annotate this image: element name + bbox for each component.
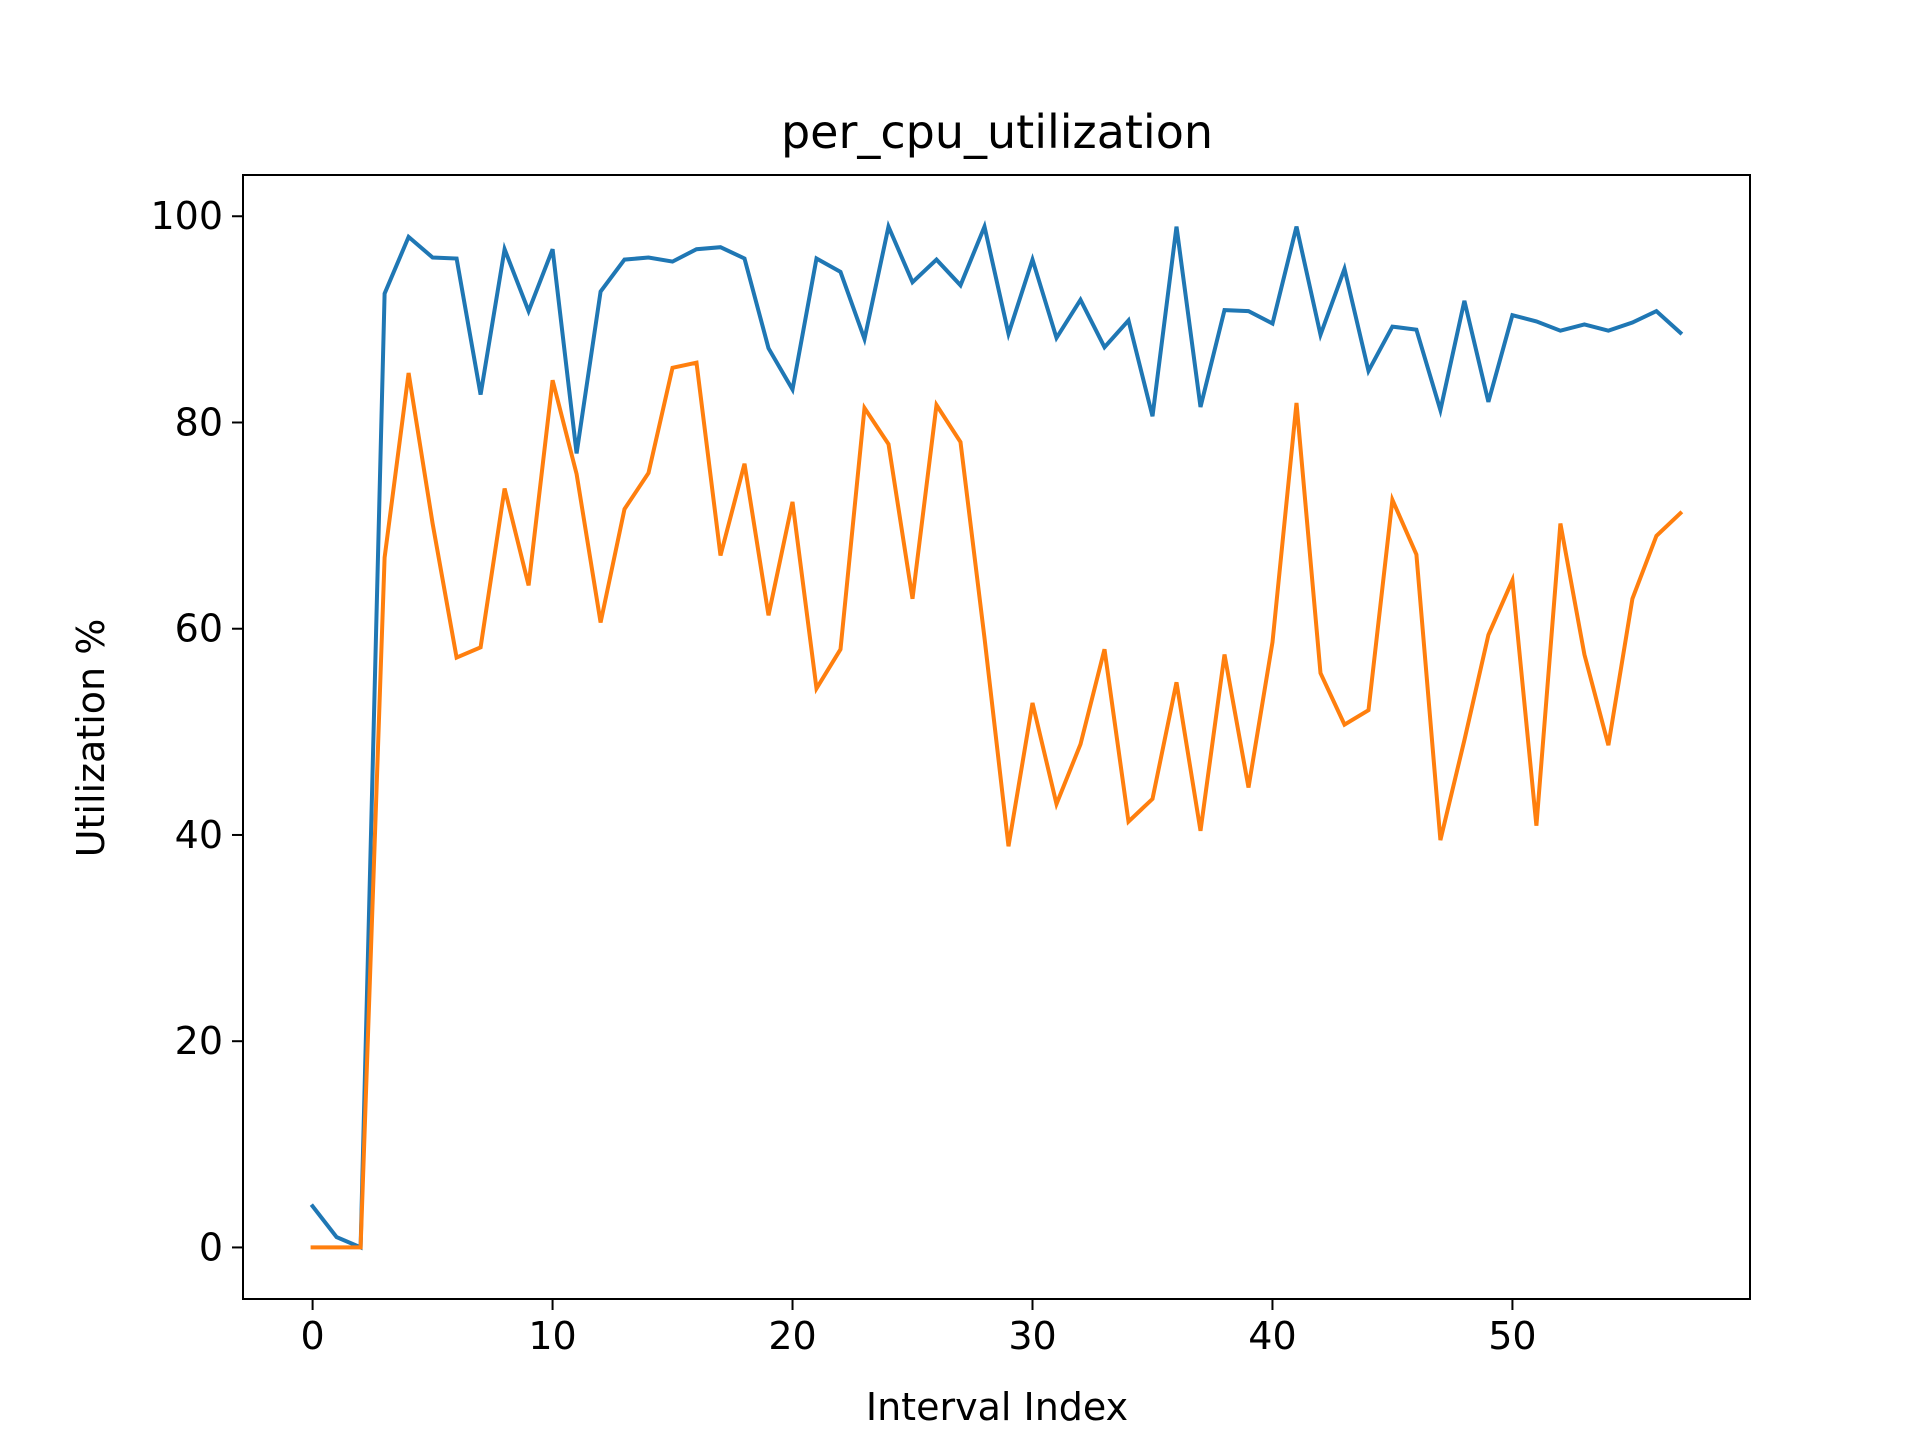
- x-axis-label: Interval Index: [866, 1385, 1128, 1429]
- y-tick-label: 100: [150, 194, 223, 238]
- x-tick-label: 10: [528, 1314, 576, 1358]
- y-tick-label: 80: [175, 400, 223, 444]
- plot-frame: [242, 174, 1751, 1300]
- x-tick-label: 0: [300, 1314, 324, 1358]
- series-line-2: [310, 360, 1684, 1250]
- y-tick-label: 0: [199, 1225, 223, 1269]
- chart-title: per_cpu_utilization: [781, 105, 1213, 159]
- x-tick-label: 40: [1248, 1314, 1296, 1358]
- x-tick-label: 20: [768, 1314, 816, 1358]
- series-line-1: [309, 219, 1684, 1251]
- ticks-layer: 0 10 20 30 40 50 0 20 40 60 80 100: [150, 194, 1536, 1358]
- y-tick-label: 20: [175, 1019, 223, 1063]
- series-layer: [309, 219, 1684, 1251]
- x-tick-label: 30: [1008, 1314, 1056, 1358]
- y-tick-label: 40: [175, 813, 223, 857]
- x-tick-label: 50: [1488, 1314, 1536, 1358]
- y-axis-label: Utilization %: [69, 619, 113, 858]
- y-tick-label: 60: [175, 607, 223, 651]
